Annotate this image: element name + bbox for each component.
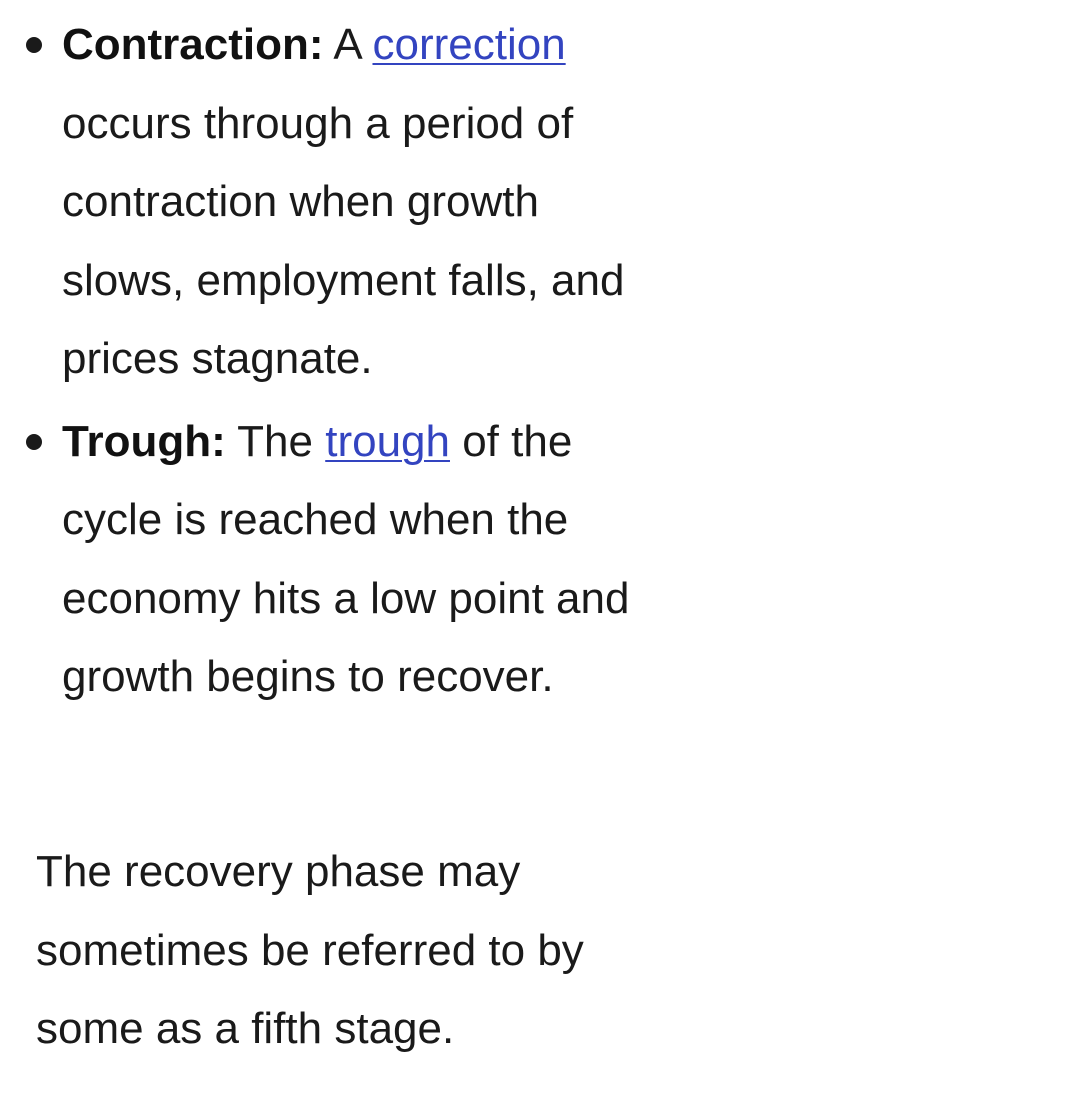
list-item-contraction: Contraction: A correction occurs through… [0,6,652,399]
term-label-trough: Trough: [62,416,226,466]
bullet-dot-icon [26,37,42,53]
text-segment: of the cycle is reached when the economy… [62,416,630,702]
link-correction[interactable]: correction [372,20,566,69]
text-segment: occurs through a period of contraction w… [62,98,625,384]
business-cycle-phase-list: Contraction: A correction occurs through… [0,6,700,721]
bullet-dot-icon [26,433,42,450]
recovery-phase-note: The recovery phase may sometimes be refe… [36,847,584,1053]
text-segment: A [323,20,373,69]
list-item-trough: Trough: The trough of the cycle is reach… [0,403,652,717]
link-trough[interactable]: trough [325,416,450,466]
text-segment: The [225,416,326,466]
term-label-contraction: Contraction: [62,20,324,69]
